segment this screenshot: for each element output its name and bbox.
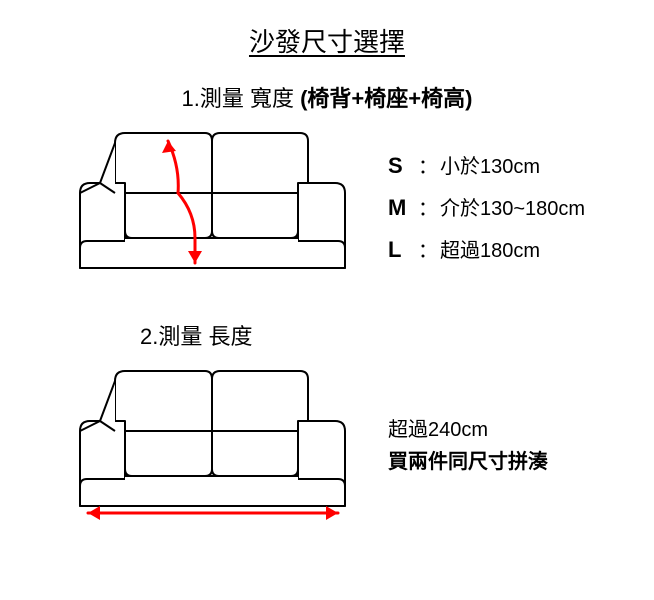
section-1: S：小於130cm M：介於130~180cm L：超過180cm (0, 123, 654, 293)
colon: ： (418, 240, 438, 262)
step1-prefix: 1.測量 寬度 (182, 86, 301, 111)
sofa-1 (60, 123, 360, 293)
colon: ： (418, 156, 438, 178)
sofa-1-svg (60, 123, 360, 293)
size-letter-s: S (388, 145, 416, 187)
step1-heading: 1.測量 寬度 (椅背+椅座+椅高) (0, 81, 654, 113)
size-row-m: M：介於130~180cm (388, 187, 654, 229)
section-2: 超過240cm 買兩件同尺寸拼湊 (0, 361, 654, 531)
size-letter-m: M (388, 187, 416, 229)
main-title: 沙發尺寸選擇 (0, 0, 654, 59)
length-line1: 超過240cm (388, 414, 654, 446)
step2-heading: 2.測量 長度 (140, 319, 654, 351)
step1-bold: (椅背+椅座+椅高) (300, 86, 472, 111)
length-info: 超過240cm 買兩件同尺寸拼湊 (380, 414, 654, 478)
length-line2: 買兩件同尺寸拼湊 (388, 446, 654, 478)
sofa-1-wrap (0, 123, 380, 293)
size-text-l: 超過180cm (440, 240, 540, 262)
size-text-m: 介於130~180cm (440, 198, 585, 220)
size-row-l: L：超過180cm (388, 229, 654, 271)
size-list: S：小於130cm M：介於130~180cm L：超過180cm (380, 145, 654, 270)
size-row-s: S：小於130cm (388, 145, 654, 187)
page-root: 沙發尺寸選擇 1.測量 寬度 (椅背+椅座+椅高) (0, 0, 654, 600)
sofa-2-wrap (0, 361, 380, 531)
sofa-2-svg (60, 361, 360, 531)
colon: ： (418, 198, 438, 220)
size-text-s: 小於130cm (440, 156, 540, 178)
sofa-2 (60, 361, 360, 531)
size-letter-l: L (388, 229, 416, 271)
